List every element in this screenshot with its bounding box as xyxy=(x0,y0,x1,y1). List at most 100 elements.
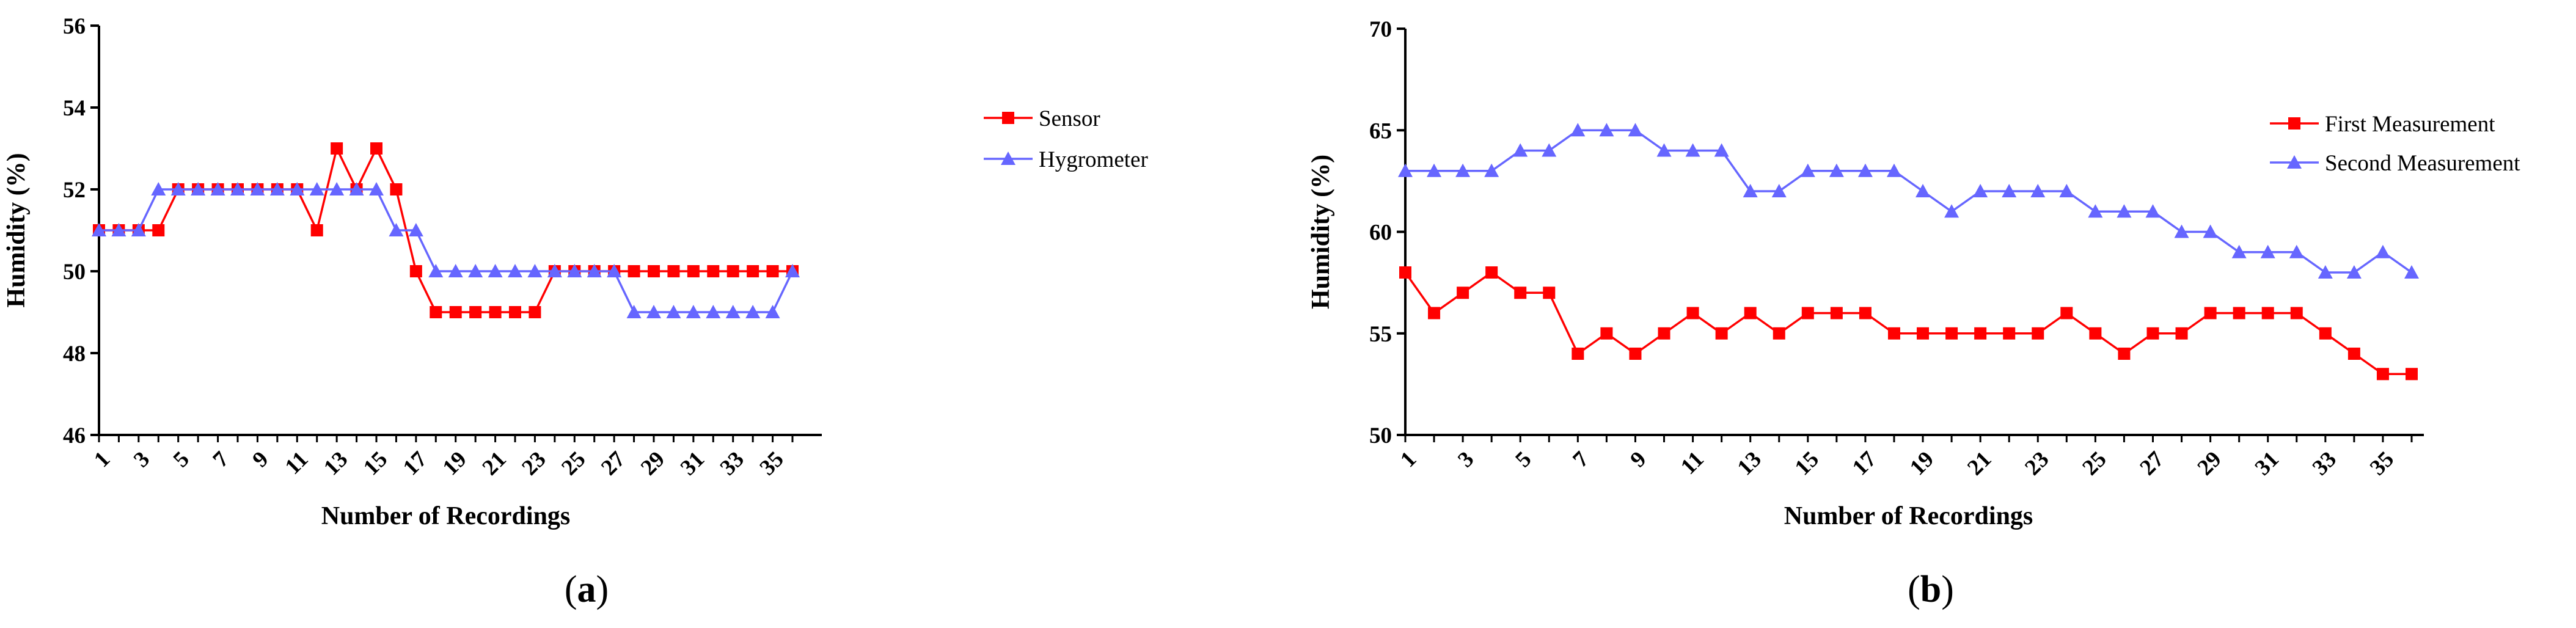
x-tick-label: 29 xyxy=(636,447,670,480)
data-point xyxy=(667,265,680,277)
data-point xyxy=(766,265,779,277)
data-point xyxy=(527,264,543,277)
series-hygrometer xyxy=(92,182,800,318)
x-tick-label: 19 xyxy=(1905,447,1939,480)
x-tick-label: 17 xyxy=(1848,447,1881,480)
y-tick-label: 50 xyxy=(63,260,86,285)
data-point xyxy=(1600,327,1613,340)
x-tick-label: 9 xyxy=(248,447,274,472)
data-point xyxy=(2174,224,2189,238)
data-point xyxy=(1686,307,1699,319)
series-second-measurement xyxy=(1398,123,2419,279)
y-tick-label: 56 xyxy=(63,14,86,39)
data-point xyxy=(370,142,382,155)
data-point xyxy=(349,182,364,195)
data-point xyxy=(1801,307,1814,319)
data-point xyxy=(409,265,422,277)
x-tick-label: 23 xyxy=(517,447,551,480)
x-tick-label: 31 xyxy=(676,447,709,480)
x-tick-label: 17 xyxy=(398,447,432,480)
x-tick-label: 13 xyxy=(1733,447,1766,480)
y-tick-label: 54 xyxy=(63,96,86,121)
x-tick-label: 21 xyxy=(1963,447,1996,480)
series-sensor xyxy=(93,142,799,318)
data-point xyxy=(2319,327,2332,340)
data-point xyxy=(111,223,126,236)
data-point xyxy=(1572,348,1584,360)
data-point xyxy=(2118,348,2131,360)
x-tick-label: 21 xyxy=(478,447,511,480)
legend-entry: Hygrometer xyxy=(984,147,1148,172)
data-point xyxy=(1829,163,1844,177)
data-point xyxy=(92,223,106,236)
data-point xyxy=(2059,184,2074,197)
data-point xyxy=(1830,307,1843,319)
series-line xyxy=(1405,129,2413,274)
legend-entry: Sensor xyxy=(984,106,1100,131)
panel-label: (b) xyxy=(1908,569,1954,610)
data-point xyxy=(1543,287,1556,299)
x-tick-label: 35 xyxy=(2365,447,2399,480)
data-point xyxy=(2404,265,2419,279)
data-point xyxy=(1859,307,1872,319)
data-point xyxy=(1658,327,1670,340)
legend-label: First Measurement xyxy=(2325,112,2495,137)
data-point xyxy=(1714,143,1729,157)
data-point xyxy=(2406,368,2418,381)
data-point xyxy=(1887,327,1900,340)
panel-label: (a) xyxy=(565,569,609,610)
x-tick-label: 7 xyxy=(1568,447,1594,472)
data-point xyxy=(1485,266,1498,279)
data-point xyxy=(468,264,483,277)
data-point xyxy=(2231,244,2247,258)
data-point xyxy=(152,224,165,236)
legend-marker xyxy=(2287,155,2302,169)
legend-entry: Second Measurement xyxy=(2270,151,2520,176)
x-tick-label: 7 xyxy=(208,447,234,472)
data-point xyxy=(1974,327,1987,340)
legend-label: Second Measurement xyxy=(2325,151,2520,176)
x-tick-label: 23 xyxy=(2020,447,2054,480)
y-tick-label: 70 xyxy=(1369,17,1392,42)
data-point xyxy=(1656,143,1672,157)
x-tick-label: 1 xyxy=(89,447,115,472)
data-point xyxy=(509,306,521,318)
x-tick-label: 25 xyxy=(2077,447,2111,480)
x-tick-label: 5 xyxy=(169,447,194,472)
x-tick-label: 15 xyxy=(359,447,392,480)
data-point xyxy=(1398,163,1413,177)
data-point xyxy=(1771,184,1787,197)
data-point xyxy=(131,223,146,236)
data-point xyxy=(469,306,482,318)
data-point xyxy=(666,305,681,318)
data-point xyxy=(1886,163,1901,177)
data-point xyxy=(1857,163,1873,177)
y-axis-label: Humidity (%) xyxy=(2,153,31,307)
data-point xyxy=(428,264,444,277)
x-tick-label: 5 xyxy=(1510,447,1536,472)
x-tick-label: 27 xyxy=(596,447,630,480)
data-point xyxy=(2030,184,2046,197)
x-tick-label: 11 xyxy=(280,447,313,480)
x-tick-label: 33 xyxy=(2308,447,2341,480)
data-point xyxy=(2175,327,2188,340)
data-point xyxy=(430,306,442,318)
data-point xyxy=(1514,287,1527,299)
data-point xyxy=(1944,204,1959,218)
x-tick-label: 3 xyxy=(1453,447,1479,472)
data-point xyxy=(2117,204,2132,218)
data-point xyxy=(765,305,780,318)
x-tick-label: 25 xyxy=(557,447,590,480)
data-point xyxy=(2318,265,2333,279)
data-point xyxy=(1715,327,1728,340)
data-point xyxy=(2032,327,2044,340)
data-point xyxy=(151,182,166,195)
data-point xyxy=(2146,327,2159,340)
data-point xyxy=(726,265,739,277)
data-point xyxy=(1599,123,1614,137)
data-point xyxy=(1542,143,1557,157)
x-tick-label: 27 xyxy=(2135,447,2168,480)
data-point xyxy=(747,265,759,277)
series-line xyxy=(99,188,794,313)
